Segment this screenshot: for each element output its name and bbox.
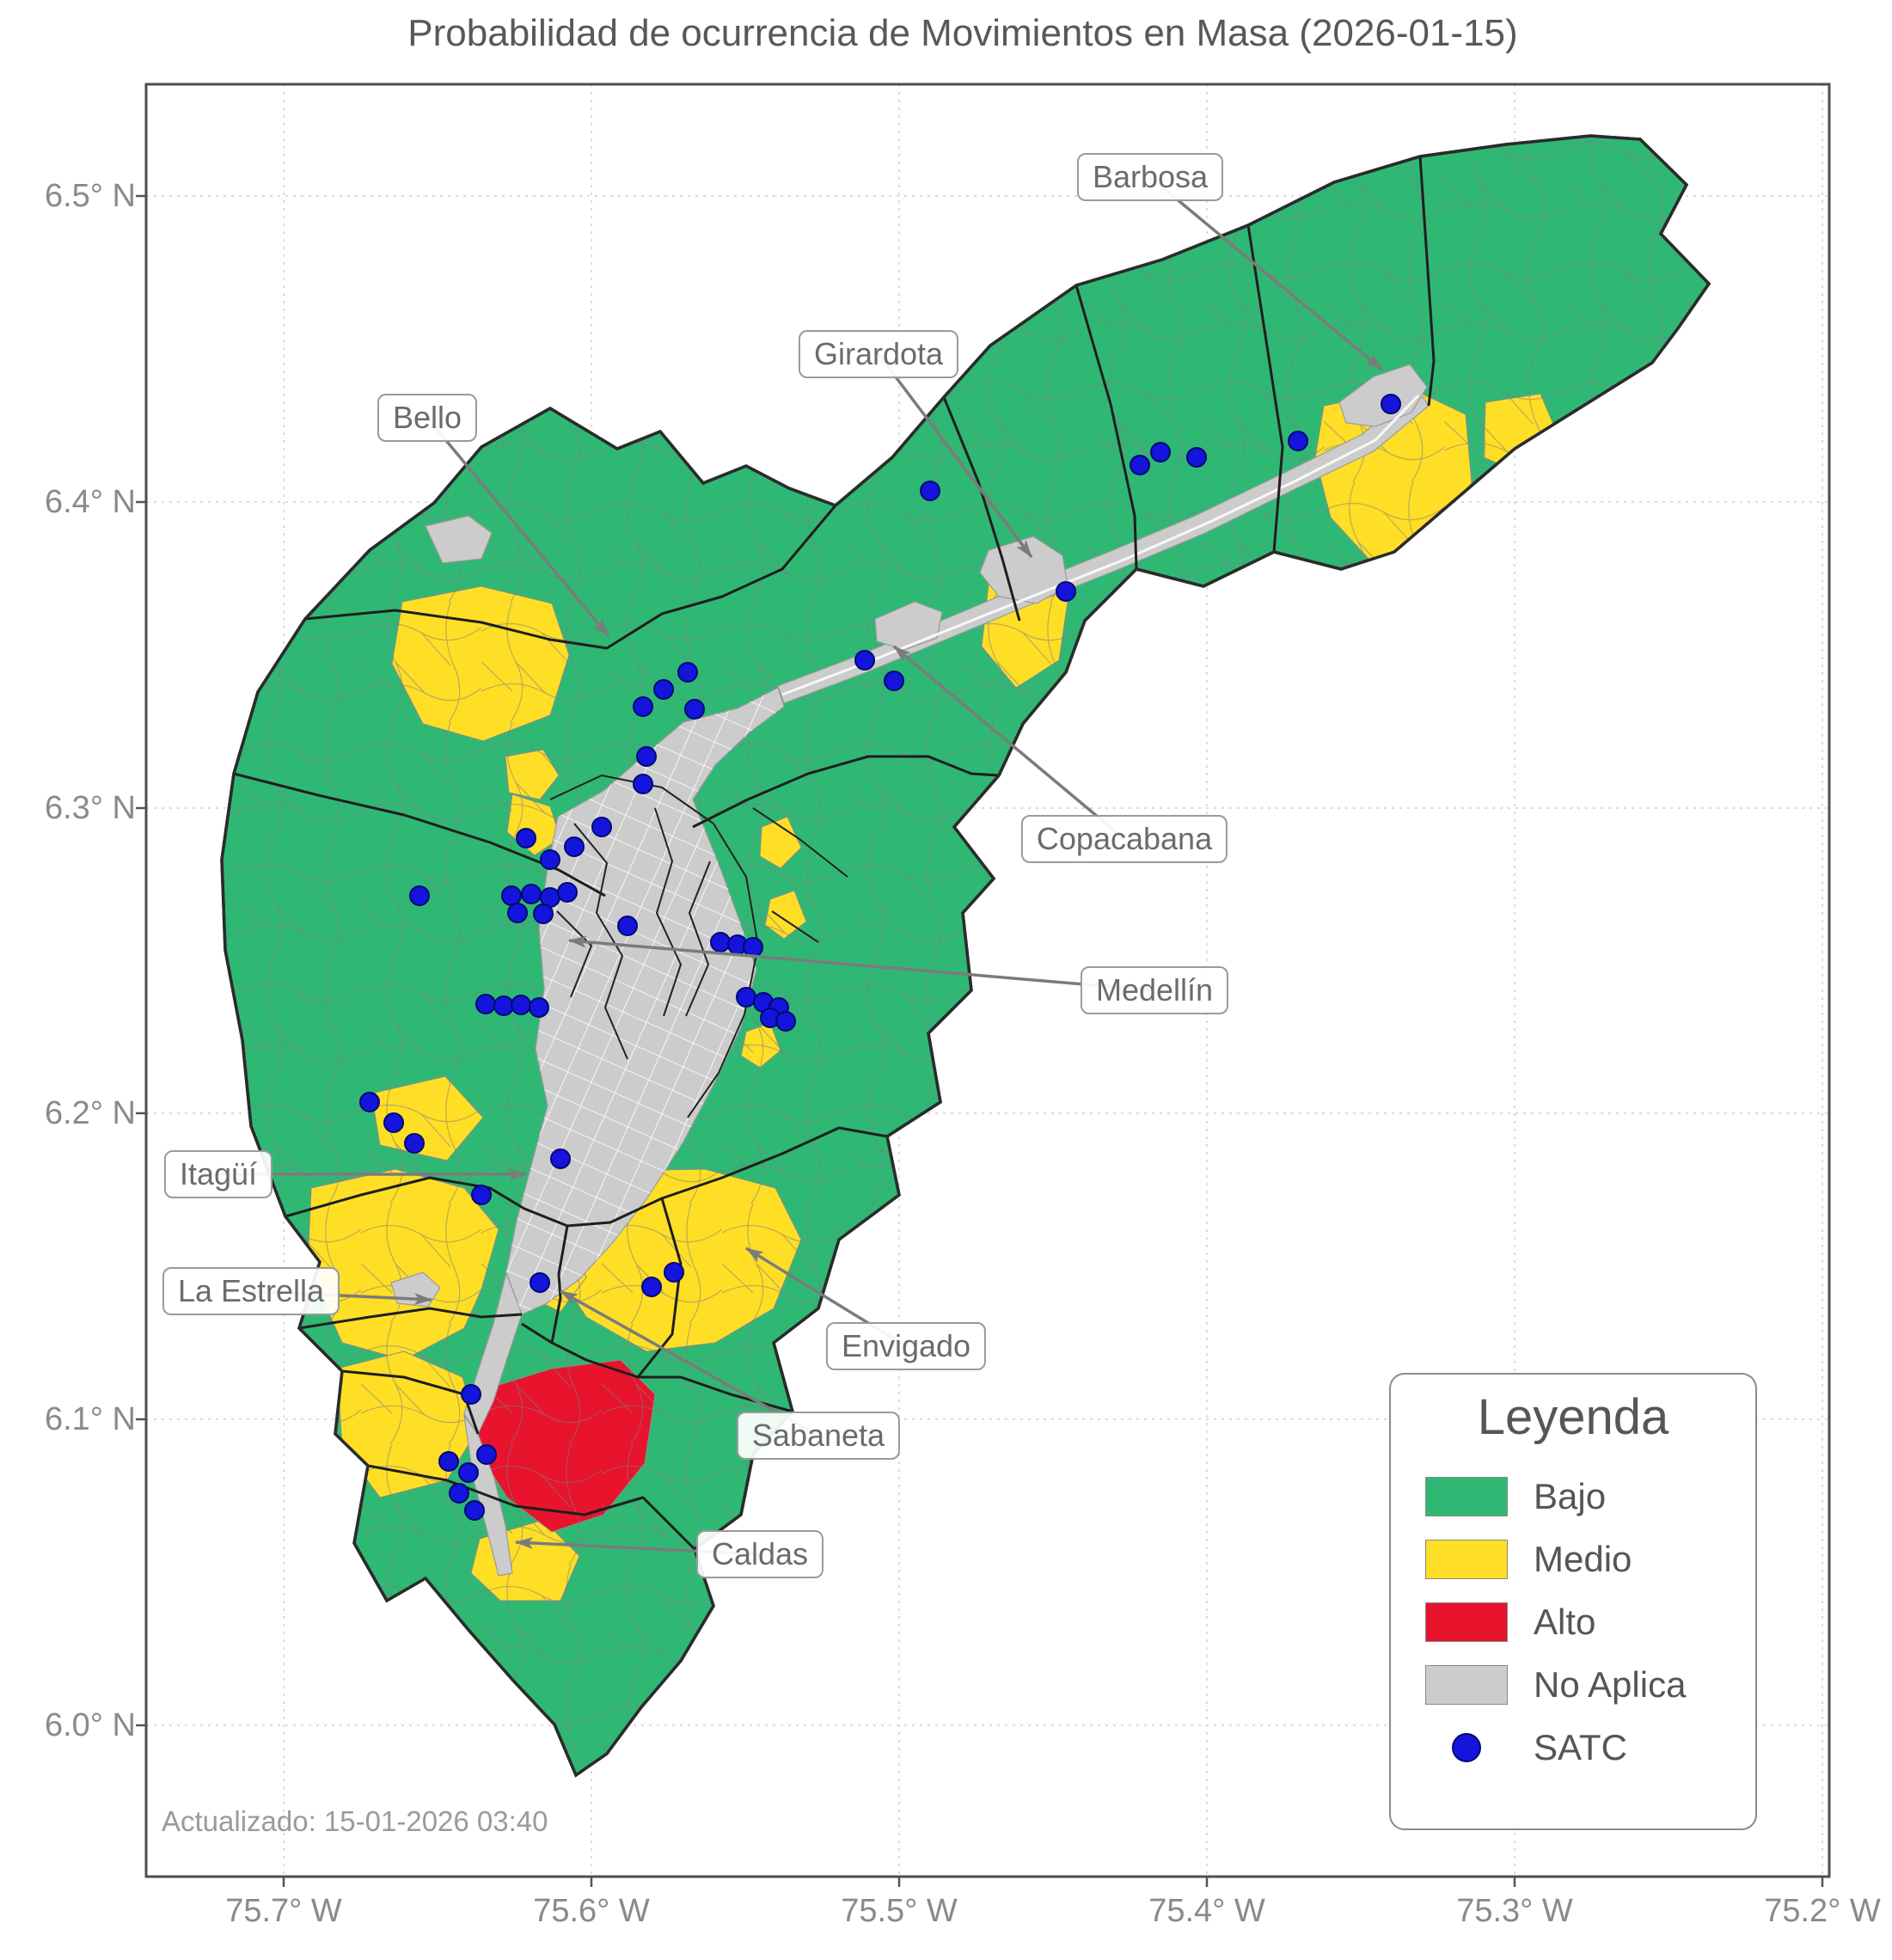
map-label-barbosa: Barbosa	[1076, 153, 1224, 201]
legend: Leyenda Bajo Medio Alto No Aplica SATC	[1389, 1373, 1757, 1830]
x-tick-label: 75.3° W	[1456, 1893, 1573, 1929]
legend-item-alto: Alto	[1391, 1590, 1755, 1653]
satc-dot	[383, 1112, 404, 1133]
y-tick-label: 6.5° N	[44, 178, 136, 214]
satc-dot	[677, 662, 698, 683]
map-label-bello: Bello	[377, 394, 478, 442]
satc-dot	[1381, 394, 1401, 414]
satc-dot	[471, 1185, 492, 1205]
satc-dot	[653, 679, 674, 700]
satc-dot	[1186, 447, 1207, 468]
satc-dot	[736, 987, 756, 1008]
satc-dot	[564, 836, 585, 857]
satc-dot	[591, 817, 612, 837]
x-tick-label: 75.6° W	[533, 1893, 650, 1929]
satc-dot	[884, 671, 904, 691]
satc-dot	[529, 997, 549, 1018]
satc-dot	[1056, 581, 1076, 602]
satc-dot	[461, 1384, 481, 1405]
satc-dots-layer	[359, 394, 1401, 1521]
satc-dot	[458, 1462, 479, 1483]
x-tick-label: 75.4° W	[1148, 1893, 1265, 1929]
legend-title: Leyenda	[1477, 1389, 1669, 1445]
satc-dot	[684, 699, 705, 720]
satc-dot	[636, 746, 657, 767]
legend-swatch-medio	[1425, 1539, 1508, 1579]
satc-dot	[404, 1133, 425, 1154]
satc-dot	[449, 1483, 469, 1504]
satc-dot	[409, 885, 430, 906]
satc-dot	[664, 1262, 684, 1283]
satc-dot	[1130, 455, 1150, 475]
satc-dot	[438, 1451, 459, 1472]
annotation-arrows-layer	[218, 175, 1384, 1556]
legend-item-medio: Medio	[1391, 1528, 1755, 1590]
satc-dot	[1288, 431, 1308, 451]
satc-dot	[516, 828, 536, 848]
satc-dot	[617, 916, 638, 936]
legend-swatch-bajo	[1425, 1476, 1508, 1516]
satc-dot	[464, 1500, 485, 1521]
y-tick-label: 6.2° N	[44, 1095, 136, 1131]
legend-item-satc: SATC	[1391, 1716, 1755, 1779]
satc-dot	[743, 937, 763, 958]
satc-dot	[775, 1011, 796, 1032]
updated-timestamp: Actualizado: 15-01-2026 03:40	[162, 1805, 548, 1837]
legend-item-bajo: Bajo	[1391, 1465, 1755, 1528]
map-label-medell-n: Medellín	[1080, 966, 1229, 1014]
satc-dot	[493, 995, 514, 1016]
x-tick-label: 75.5° W	[841, 1893, 958, 1929]
satc-dot	[475, 994, 496, 1014]
satc-dot	[710, 932, 731, 952]
x-tick-label: 75.7° W	[225, 1893, 342, 1929]
page-title: Probabilidad de ocurrencia de Movimiento…	[407, 12, 1518, 54]
legend-swatch-no-aplica	[1425, 1664, 1508, 1705]
map-label-girardota: Girardota	[798, 330, 959, 378]
map-label-itag-: Itagüí	[163, 1150, 273, 1198]
legend-item-no-aplica: No Aplica	[1391, 1653, 1755, 1716]
legend-swatch-alto	[1425, 1602, 1508, 1642]
y-tick-label: 6.3° N	[44, 790, 136, 826]
satc-dot	[530, 1272, 550, 1293]
satc-dot	[1150, 442, 1171, 462]
y-tick-label: 6.4° N	[44, 484, 136, 520]
satc-dot	[641, 1277, 662, 1297]
comuna-boundaries	[549, 775, 848, 1118]
map-label-envigado: Envigado	[825, 1322, 987, 1370]
satc-dot	[476, 1444, 497, 1465]
map-label-caldas: Caldas	[695, 1530, 824, 1578]
map-label-copacabana: Copacabana	[1020, 815, 1228, 863]
satc-dot	[501, 885, 522, 906]
satc-dot	[359, 1092, 380, 1112]
satc-dot	[557, 882, 578, 903]
map-label-sabaneta: Sabaneta	[736, 1412, 901, 1460]
municipal-boundaries	[233, 156, 1436, 1551]
satc-dot	[521, 884, 542, 904]
satc-dot	[511, 995, 531, 1015]
x-tick-label: 75.2° W	[1764, 1893, 1881, 1929]
satc-dot	[920, 481, 940, 501]
satc-dot	[507, 903, 528, 923]
satc-dot	[633, 696, 653, 717]
y-tick-label: 6.1° N	[44, 1401, 136, 1437]
legend-satc-dot-icon	[1425, 1728, 1508, 1767]
satc-dot	[550, 1148, 571, 1169]
y-tick-label: 6.0° N	[44, 1707, 136, 1743]
satc-dot	[533, 903, 554, 924]
satc-dot	[633, 774, 653, 794]
plot-border	[144, 83, 1831, 1878]
satc-dot	[540, 849, 560, 870]
map-label-la-estrella: La Estrella	[162, 1267, 340, 1315]
satc-dot	[854, 650, 875, 671]
